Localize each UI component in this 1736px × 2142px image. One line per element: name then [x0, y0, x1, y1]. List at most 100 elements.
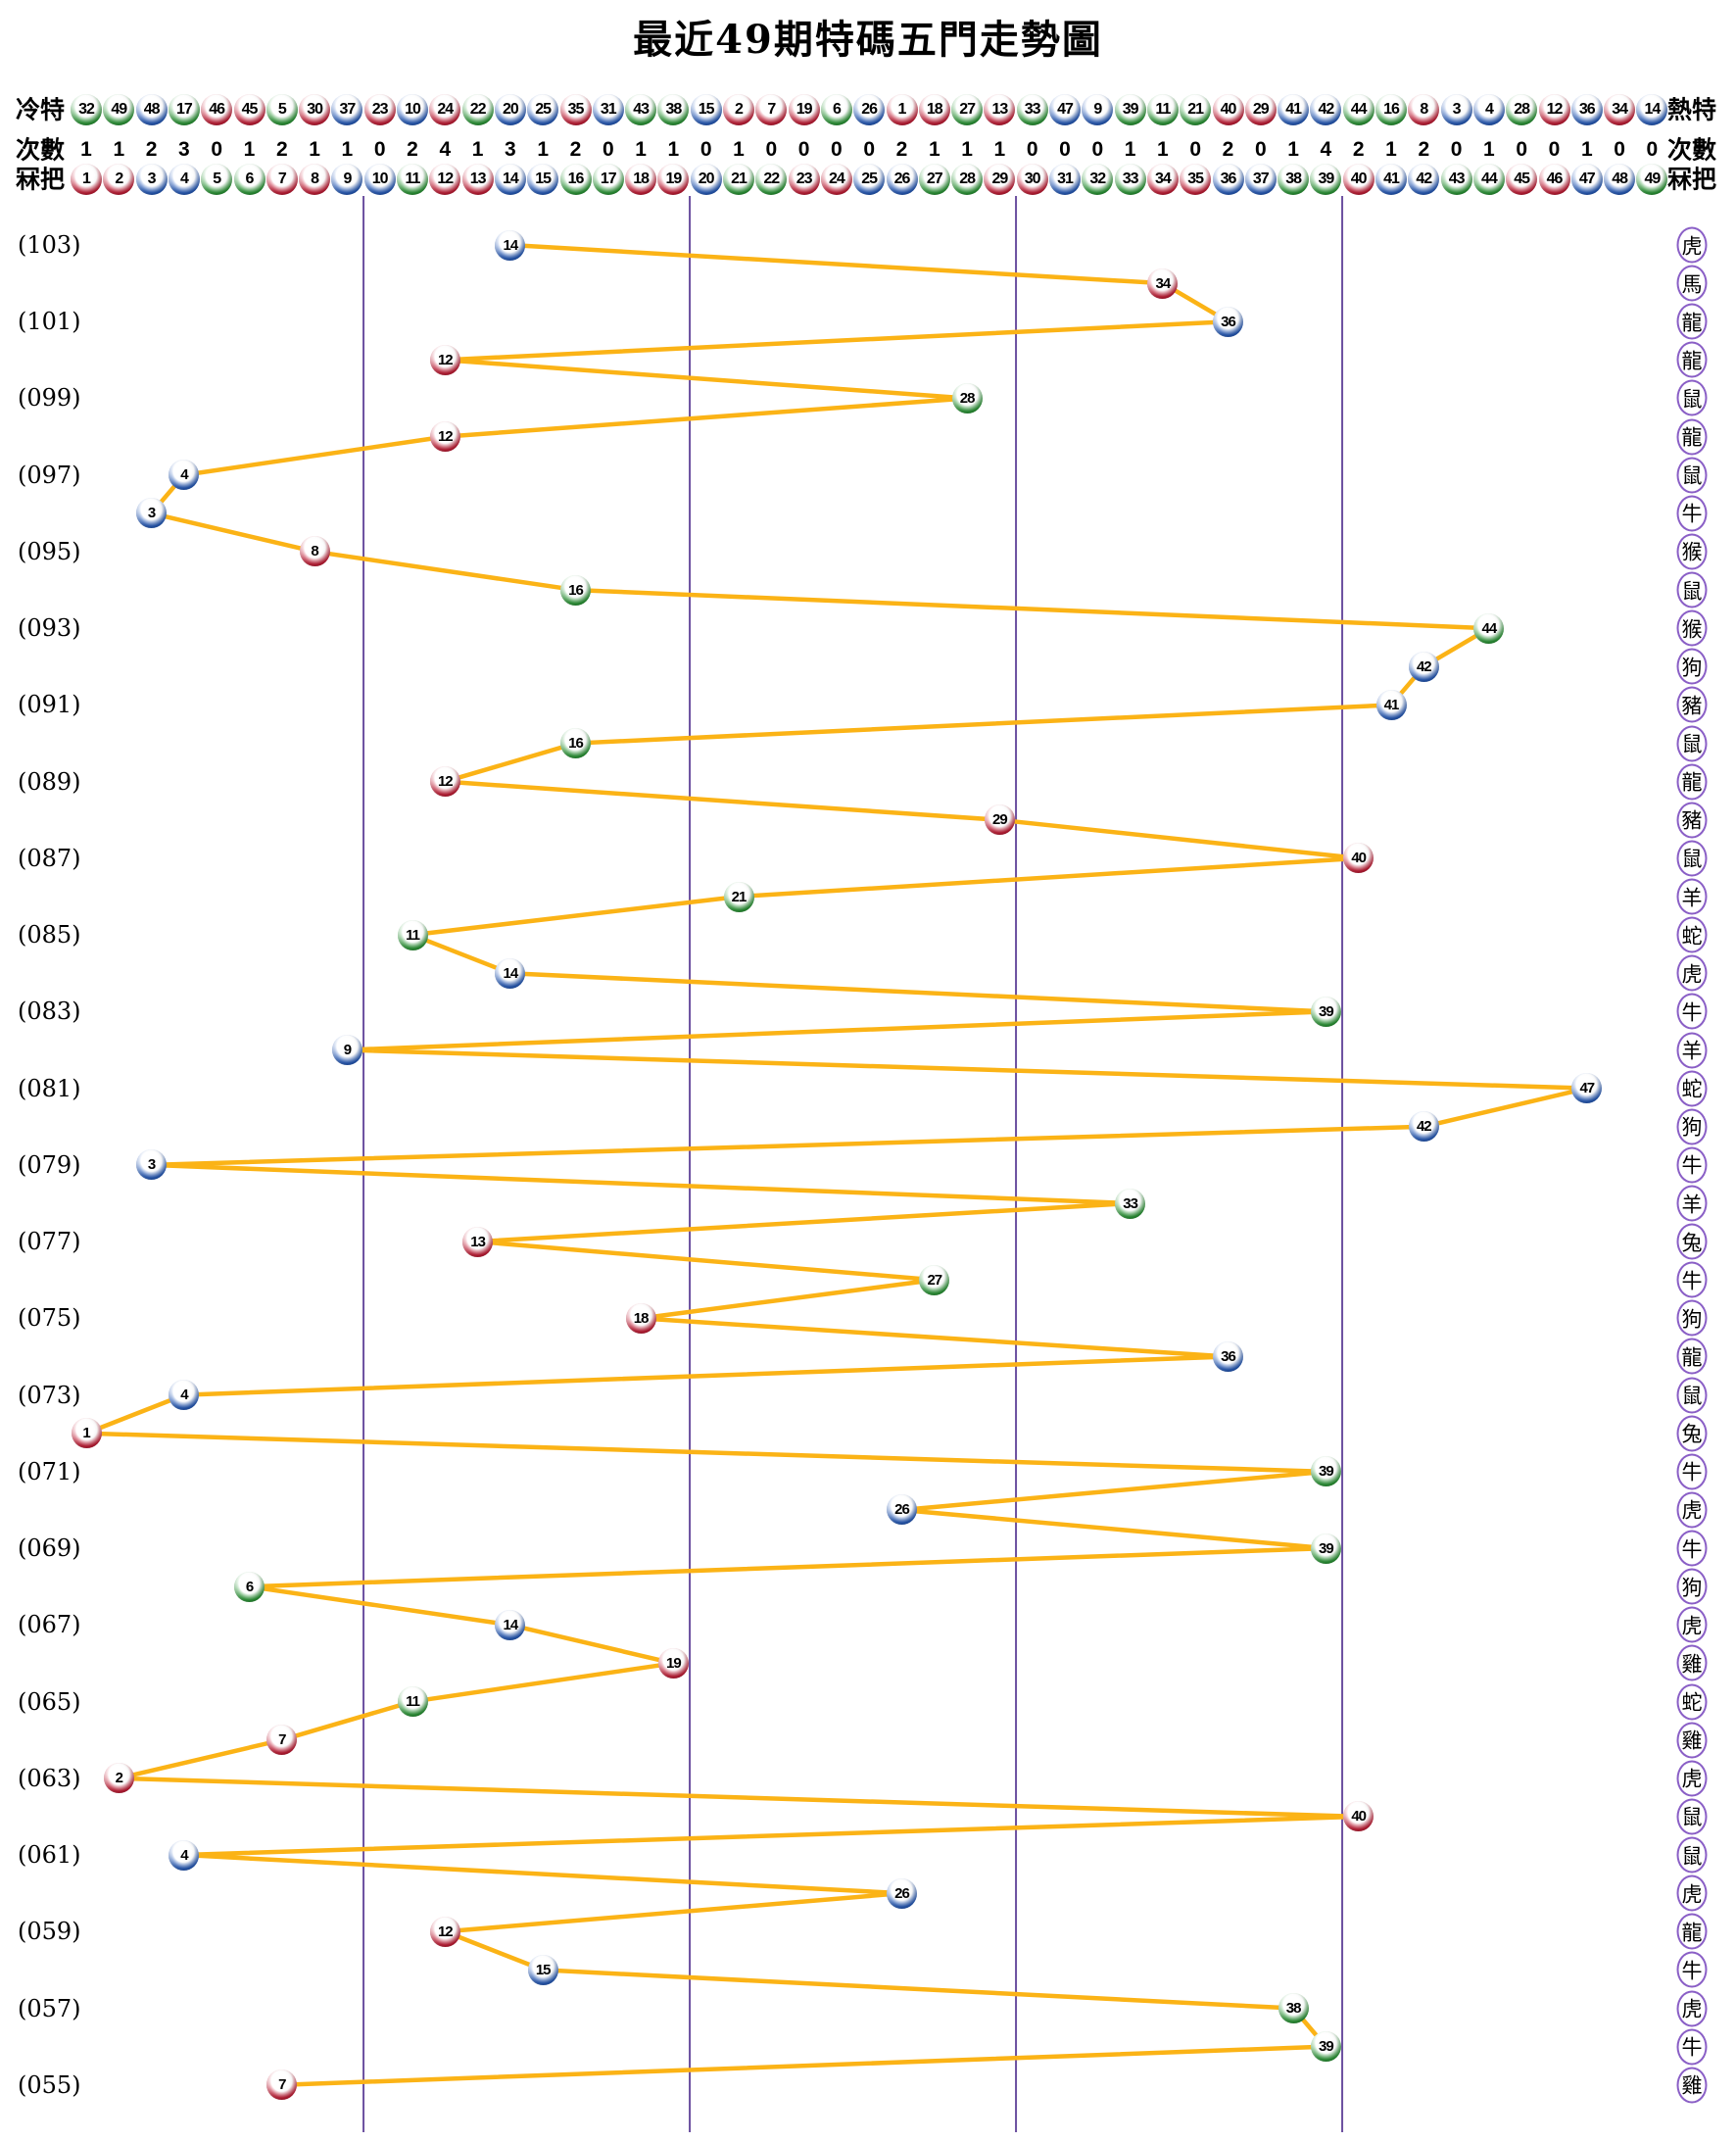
drawn-number-ball: 9 — [331, 1035, 362, 1066]
zodiac-badge: 虎 — [1676, 1760, 1708, 1797]
cold-hot-ball: 47 — [1049, 94, 1081, 125]
count-value: 0 — [1614, 138, 1625, 161]
count-value: 0 — [831, 138, 843, 161]
number-ball: 29 — [984, 164, 1016, 195]
drawn-number-ball: 16 — [560, 728, 591, 759]
drawn-number-ball: 12 — [429, 344, 460, 375]
drawn-number-ball: 27 — [919, 1264, 950, 1295]
count-value: 1 — [537, 138, 550, 161]
count-value: 2 — [145, 138, 158, 161]
drawn-number-ball: 12 — [429, 1916, 460, 1947]
cold-hot-ball: 27 — [951, 94, 984, 125]
cold-hot-ball: 13 — [984, 94, 1016, 125]
cold-hot-ball: 39 — [1114, 94, 1146, 125]
drawn-number-ball: 34 — [1147, 268, 1179, 299]
number-ball: 16 — [559, 164, 592, 195]
zodiac-badge: 鼠 — [1676, 1836, 1708, 1874]
zodiac-badge: 龍 — [1676, 1338, 1708, 1375]
cold-hot-ball: 10 — [397, 94, 428, 125]
drawn-number-ball: 13 — [462, 1226, 494, 1257]
drawn-number-ball: 6 — [234, 1571, 265, 1602]
drawn-number-ball: 29 — [984, 804, 1015, 836]
zodiac-badge: 狗 — [1676, 1108, 1708, 1145]
cold-hot-ball: 9 — [1082, 94, 1114, 125]
count-value: 1 — [961, 138, 973, 161]
zodiac-badge: 羊 — [1676, 878, 1708, 915]
zodiac-badge: 牛 — [1676, 1951, 1708, 1988]
zodiac-badge: 猴 — [1676, 609, 1708, 647]
drawn-number-ball: 28 — [951, 382, 983, 414]
cold-hot-ball: 32 — [71, 94, 102, 125]
count-value: 0 — [765, 138, 778, 161]
cold-hot-ball: 22 — [461, 94, 494, 125]
hot-label-right: 熱特 — [1667, 96, 1717, 124]
count-value: 1 — [1483, 138, 1495, 161]
number-ball: 37 — [1244, 164, 1277, 195]
cold-hot-ball: 40 — [1212, 94, 1244, 125]
cold-hot-ball: 20 — [494, 94, 526, 125]
zodiac-badge: 蛇 — [1676, 1070, 1708, 1107]
drawn-number-ball: 33 — [1115, 1188, 1146, 1219]
count-value: 2 — [1418, 138, 1430, 161]
count-value: 1 — [309, 138, 320, 161]
number-ball: 45 — [1506, 164, 1538, 195]
drawn-number-ball: 41 — [1375, 689, 1407, 720]
count-value: 0 — [699, 138, 712, 161]
zodiac-badge: 鼠 — [1676, 1377, 1708, 1414]
number-ball: 8 — [299, 164, 331, 195]
zodiac-badge: 牛 — [1676, 1530, 1708, 1567]
period-label: (095) — [18, 537, 81, 565]
count-value: 1 — [733, 138, 745, 161]
drawn-number-ball: 14 — [495, 1609, 526, 1640]
drawn-number-ball: 38 — [1278, 1993, 1309, 2024]
zodiac-badge: 鼠 — [1676, 725, 1708, 762]
zodiac-badge: 狗 — [1676, 1568, 1708, 1605]
drawn-number-ball: 40 — [1343, 843, 1374, 874]
count-value: 2 — [1222, 138, 1234, 161]
cold-hot-ball: 49 — [103, 94, 135, 125]
period-label: (091) — [18, 691, 81, 719]
zodiac-badge: 牛 — [1676, 495, 1708, 532]
cold-hot-ball: 2 — [723, 94, 754, 125]
cold-hot-ball: 11 — [1146, 94, 1179, 125]
number-ball: 9 — [331, 164, 363, 195]
period-label: (101) — [18, 308, 81, 336]
drawn-number-ball: 11 — [397, 1686, 428, 1718]
drawn-number-ball: 16 — [560, 574, 591, 606]
period-label: (085) — [18, 921, 81, 949]
cold-hot-ball: 43 — [625, 94, 657, 125]
number-ball: 18 — [625, 164, 657, 195]
number-ball: 36 — [1212, 164, 1244, 195]
count-value: 2 — [895, 138, 908, 161]
number-ball: 15 — [527, 164, 559, 195]
number-ball: 34 — [1146, 164, 1179, 195]
zodiac-badge: 虎 — [1676, 954, 1708, 992]
number-ball: 30 — [1016, 164, 1048, 195]
zodiac-badge: 雞 — [1676, 2067, 1708, 2104]
cold-hot-ball: 48 — [135, 94, 168, 125]
cold-hot-ball: 30 — [299, 94, 331, 125]
count-value: 3 — [505, 138, 516, 161]
count-value: 2 — [407, 138, 418, 161]
zodiac-badge: 虎 — [1676, 1606, 1708, 1643]
drawn-number-ball: 7 — [266, 2069, 298, 2101]
cold-hot-ball: 28 — [1506, 94, 1538, 125]
drawn-number-ball: 36 — [1213, 306, 1243, 337]
drawn-number-ball: 4 — [169, 1380, 200, 1411]
number-ball: 20 — [690, 164, 722, 195]
drawn-number-ball: 8 — [299, 536, 330, 567]
number-ball: 32 — [1082, 164, 1114, 195]
zodiac-badge: 牛 — [1676, 1261, 1708, 1298]
period-label: (065) — [18, 1687, 81, 1716]
zodiac-badge: 蛇 — [1676, 1683, 1708, 1721]
cold-hot-ball: 37 — [331, 94, 363, 125]
count-value: 1 — [243, 138, 256, 161]
count-value: 0 — [1059, 138, 1071, 161]
count-value: 1 — [341, 138, 354, 161]
cold-hot-ball: 4 — [1472, 94, 1505, 125]
number-ball: 28 — [951, 164, 984, 195]
count-value: 0 — [1516, 138, 1528, 161]
period-label: (073) — [18, 1381, 81, 1409]
drawn-number-ball: 7 — [266, 1725, 298, 1756]
count-value: 0 — [602, 138, 614, 161]
